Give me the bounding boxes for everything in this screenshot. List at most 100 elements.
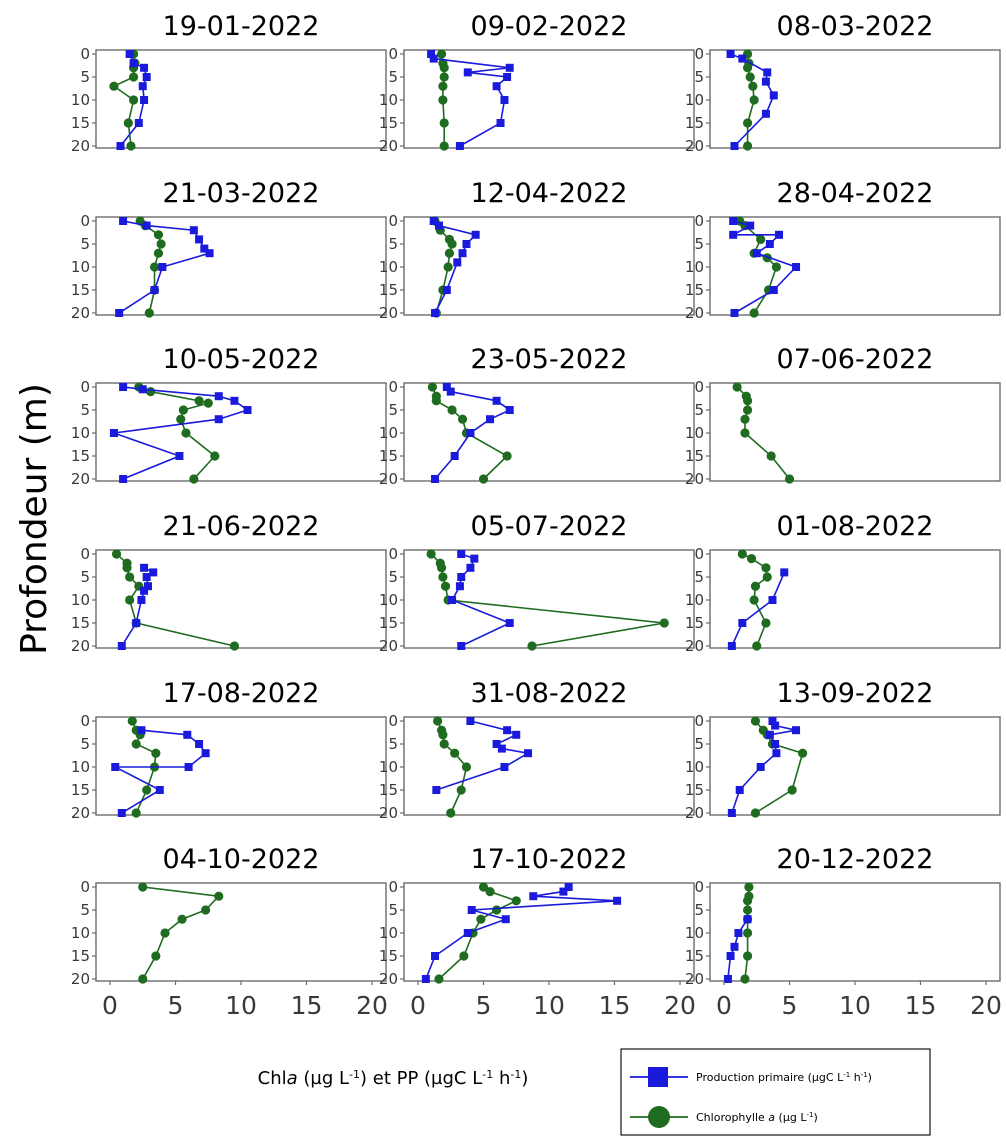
chl-point — [131, 808, 141, 818]
y-tick-label: 15 — [685, 114, 704, 132]
x-tick-label: 5 — [168, 991, 184, 1020]
legend: Production primaire (µgC L-1 h-1)Chlorop… — [620, 1048, 931, 1136]
y-tick-label: 10 — [71, 424, 90, 442]
y-tick-label: 20 — [71, 470, 90, 488]
pp-point — [455, 582, 464, 591]
chl-point — [229, 641, 240, 651]
panel-title: 28-04-2022 — [777, 178, 934, 209]
label-part: -1 — [510, 1068, 521, 1081]
panel-title: 08-03-2022 — [777, 11, 934, 42]
panel-05-07-2022: 05-07-2022 0 5 10 15 20 — [379, 511, 695, 655]
panel-20-12-2022: 20-12-2022 0 5 10 15 20 — [685, 844, 1001, 988]
chl-point — [742, 905, 753, 915]
chl-point — [447, 239, 457, 249]
pp-point — [792, 726, 801, 735]
y-tick-label: 5 — [388, 68, 398, 86]
y-tick-label: 20 — [685, 304, 704, 322]
y-tick-label: 5 — [388, 735, 398, 753]
y-tick-label: 0 — [694, 212, 704, 230]
label-part: a — [287, 1068, 298, 1089]
chl-point — [151, 748, 161, 758]
pp-point — [492, 396, 501, 405]
chl-point — [153, 248, 164, 258]
chl-point — [201, 905, 211, 915]
y-tick-label: 0 — [694, 378, 704, 396]
pp-point — [434, 221, 443, 230]
panel-04-10-2022: 04-10-2022 0 5 10 15 20 — [71, 844, 387, 988]
pp-point — [768, 596, 777, 604]
y-tick-label: 0 — [694, 712, 704, 730]
label-part: ) et PP (µgC L — [360, 1068, 482, 1089]
y-tick-label: 5 — [80, 735, 90, 753]
chl-point — [502, 451, 512, 461]
chl-point — [761, 563, 771, 573]
y-tick-label: 5 — [388, 568, 398, 586]
pp-point — [729, 230, 738, 239]
pp-point — [462, 240, 471, 248]
y-tick-label: 15 — [379, 447, 398, 465]
chl-point — [752, 641, 762, 651]
x-tick-label: 10 — [839, 991, 871, 1020]
y-tick-label: 5 — [694, 401, 704, 419]
pp-point — [138, 82, 147, 91]
chl-point — [156, 239, 166, 249]
chl-point — [178, 405, 188, 415]
pp-point — [427, 50, 436, 58]
y-tick-label: 5 — [694, 68, 704, 86]
chl-point — [750, 808, 761, 818]
pp-point — [214, 415, 223, 424]
y-tick-label: 0 — [80, 378, 90, 396]
chl-point — [761, 618, 771, 628]
chl-point — [203, 398, 213, 408]
pp-point — [457, 550, 466, 558]
pp-point — [761, 109, 770, 118]
y-tick-label: 0 — [80, 878, 90, 896]
legend-marker-chl — [648, 1106, 670, 1128]
legend-part: ) — [868, 1071, 872, 1084]
panel-title: 19-01-2022 — [163, 11, 320, 42]
pp-point — [500, 96, 509, 104]
y-tick-label: 0 — [388, 545, 398, 563]
y-tick-label: 0 — [388, 878, 398, 896]
chl-point — [125, 595, 135, 605]
pp-point — [769, 91, 778, 100]
pp-point — [183, 730, 192, 739]
panel-title: 31-08-2022 — [471, 678, 628, 709]
x-tick-label: 15 — [599, 991, 631, 1020]
pp-point — [738, 619, 747, 627]
pp-point — [752, 249, 761, 258]
chl-point — [144, 308, 154, 318]
chl-point — [111, 549, 122, 559]
y-tick-label: 5 — [694, 901, 704, 919]
pp-point — [771, 740, 780, 748]
x-tick-label: 0 — [410, 991, 426, 1020]
chl-point — [434, 974, 444, 984]
y-tick-label: 20 — [71, 137, 90, 155]
pp-point — [150, 286, 159, 294]
chl-point — [742, 928, 753, 938]
y-tick-label: 5 — [388, 235, 398, 253]
chl-point — [659, 618, 669, 628]
pp-point — [201, 749, 210, 758]
x-tick-label: 10 — [225, 991, 257, 1020]
panel-frame — [403, 49, 695, 149]
pp-point — [109, 429, 118, 437]
chl-point — [438, 81, 448, 91]
y-tick-label: 5 — [80, 401, 90, 419]
y-tick-label: 10 — [685, 91, 704, 109]
x-tick-label: 5 — [476, 991, 492, 1020]
y-tick-label: 10 — [379, 424, 398, 442]
panel-title: 05-07-2022 — [471, 511, 628, 542]
chl-point — [771, 262, 782, 272]
y-tick-label: 15 — [71, 447, 90, 465]
chl-point — [740, 428, 750, 438]
pp-point — [450, 452, 459, 460]
chl-point — [447, 405, 457, 415]
pp-point — [730, 142, 739, 150]
x-tick-label: 20 — [970, 991, 1002, 1020]
chl-point — [511, 896, 521, 906]
panel-frame — [709, 382, 1001, 482]
pp-point — [143, 582, 152, 591]
pp-point — [505, 619, 514, 627]
